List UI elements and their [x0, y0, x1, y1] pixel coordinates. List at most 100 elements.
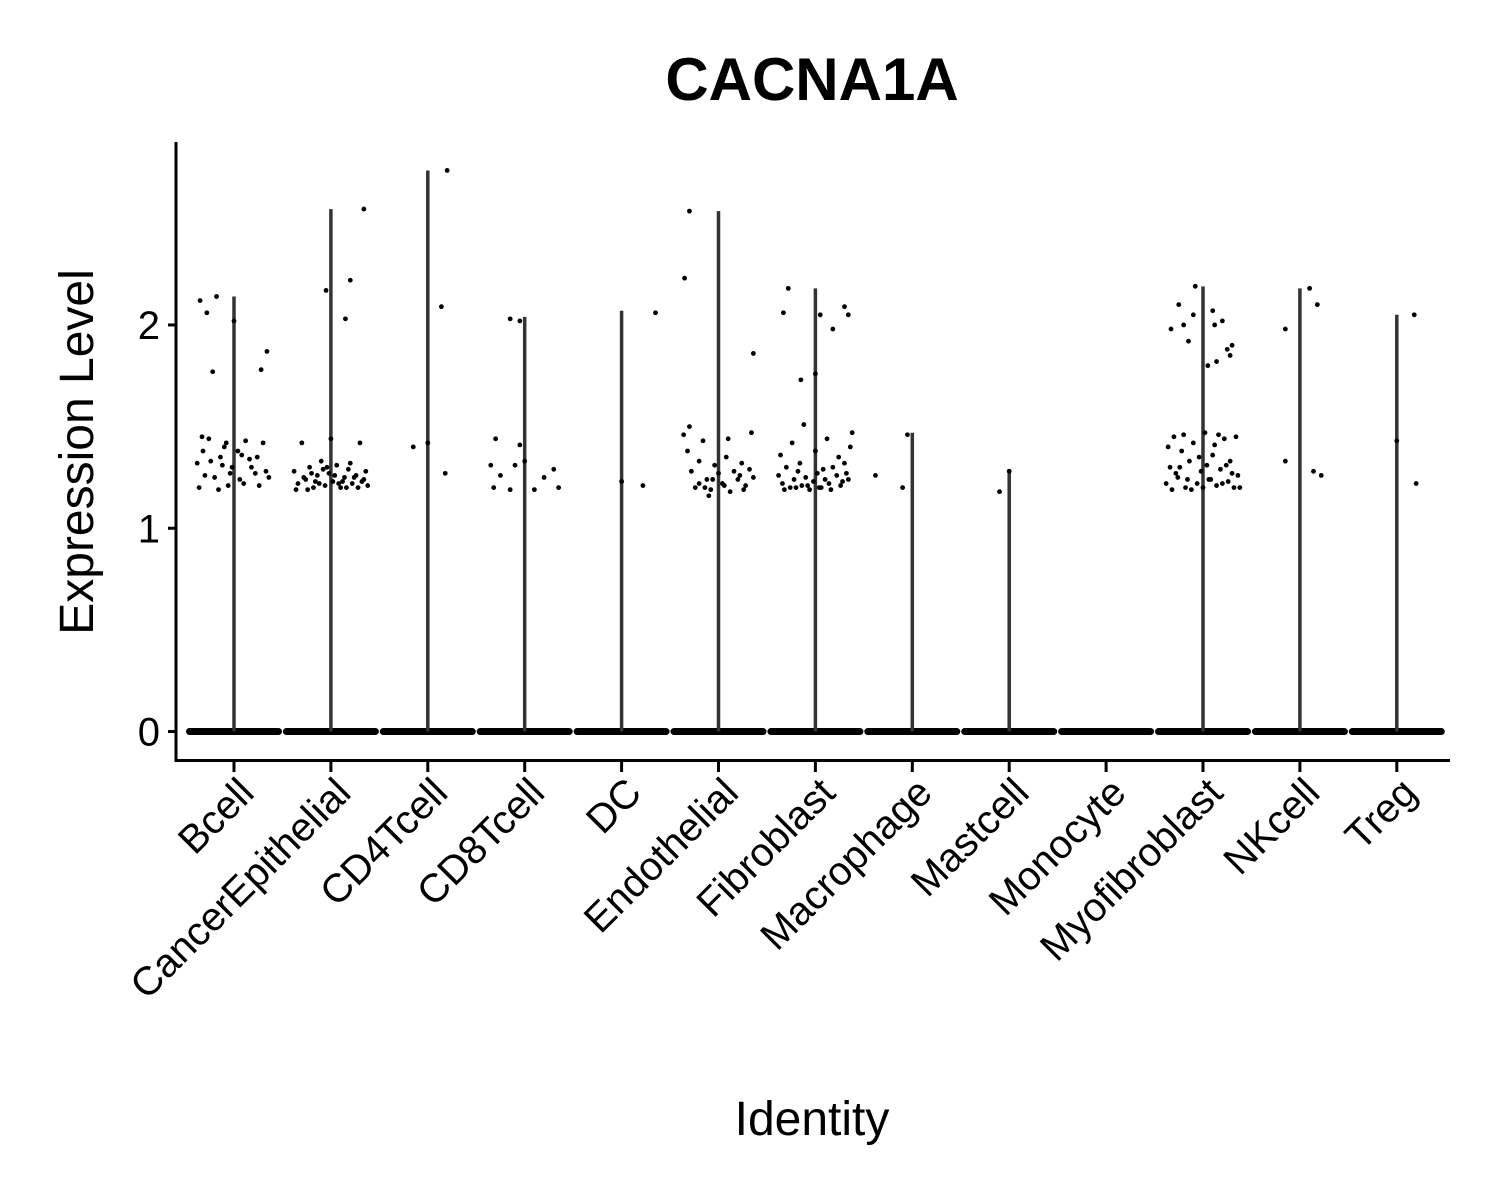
data-point: [781, 310, 786, 316]
data-point: [231, 318, 237, 324]
data-point: [1216, 432, 1221, 438]
data-point: [531, 487, 537, 493]
data-point: [295, 481, 301, 486]
violin-group-endothelial: [670, 208, 767, 736]
data-point: [747, 466, 752, 472]
data-point: [1185, 477, 1190, 482]
data-point: [814, 470, 820, 476]
data-point: [239, 452, 245, 458]
data-point: [210, 369, 216, 375]
data-point: [206, 436, 212, 442]
data-point: [844, 470, 849, 476]
data-point: [361, 206, 367, 212]
data-point: [493, 436, 499, 442]
data-point: [824, 436, 830, 442]
data-point: [249, 464, 254, 470]
data-point: [410, 444, 416, 450]
data-point: [1219, 481, 1225, 486]
data-point: [1237, 485, 1243, 490]
data-point: [743, 483, 749, 488]
data-point: [1202, 430, 1208, 436]
data-point: [781, 487, 787, 493]
data-point: [1190, 440, 1196, 446]
data-point: [905, 432, 910, 438]
data-point: [322, 483, 328, 488]
data-point: [256, 483, 262, 488]
data-point: [1187, 458, 1192, 464]
data-point: [685, 448, 690, 454]
violin-group-treg: [1348, 312, 1445, 736]
data-point: [227, 470, 233, 476]
data-point: [1282, 326, 1288, 332]
violin-group-monocyte: [1058, 728, 1155, 736]
data-point: [197, 298, 203, 303]
data-point: [1235, 472, 1241, 478]
data-point: [1188, 487, 1194, 493]
y-tick-label: 1: [138, 507, 160, 551]
data-point: [700, 438, 706, 444]
data-point: [241, 481, 247, 486]
data-point: [710, 477, 716, 482]
data-point: [1411, 312, 1417, 318]
data-point: [1214, 483, 1219, 488]
data-point: [739, 460, 745, 466]
data-point: [838, 483, 843, 488]
violin-group-cancerepithelial: [282, 206, 379, 736]
data-point: [1196, 454, 1202, 460]
data-point: [1231, 485, 1237, 490]
data-point: [491, 485, 497, 490]
data-point: [653, 310, 658, 316]
data-point: [196, 485, 202, 490]
data-point: [619, 479, 624, 484]
data-point: [687, 208, 692, 214]
data-point: [822, 477, 828, 482]
data-point: [1212, 442, 1218, 448]
data-point: [836, 454, 842, 460]
data-point: [1221, 436, 1227, 442]
data-point: [716, 470, 721, 476]
data-point: [702, 485, 708, 490]
data-point: [1183, 485, 1188, 490]
data-point: [1233, 434, 1239, 440]
x-tick-label: NKcell: [1215, 770, 1328, 883]
data-point: [1204, 462, 1210, 468]
data-point: [1210, 308, 1216, 314]
data-point: [797, 460, 803, 466]
chart-title: CACNA1A: [665, 46, 958, 113]
data-point: [351, 475, 357, 480]
data-point: [347, 277, 353, 283]
data-point: [798, 377, 804, 383]
data-point: [312, 479, 318, 484]
violin-group-fibroblast: [767, 285, 878, 736]
data-point: [789, 440, 795, 446]
data-point: [828, 487, 834, 493]
data-point: [793, 485, 799, 490]
data-point: [807, 487, 812, 493]
data-point: [1181, 432, 1187, 438]
data-point: [1169, 487, 1175, 493]
data-point: [291, 468, 297, 474]
data-point: [212, 475, 218, 480]
data-point: [1168, 326, 1174, 332]
data-point: [799, 483, 805, 488]
data-point: [316, 481, 322, 486]
x-tick-label: DC: [578, 770, 650, 842]
data-point: [307, 464, 312, 470]
data-point: [1282, 458, 1288, 464]
data-point: [218, 454, 223, 460]
plot-area: [186, 168, 1445, 736]
data-point: [1311, 468, 1316, 474]
data-point: [365, 483, 371, 488]
data-point: [1177, 464, 1183, 470]
data-point: [723, 454, 729, 460]
data-point: [997, 489, 1002, 495]
data-point: [721, 483, 727, 488]
data-point: [749, 430, 754, 436]
data-point: [1208, 477, 1214, 482]
data-point: [340, 479, 345, 484]
data-point: [1219, 318, 1225, 324]
data-point: [1186, 338, 1191, 344]
x-axis-title: Identity: [735, 1093, 890, 1146]
data-point: [507, 316, 513, 322]
